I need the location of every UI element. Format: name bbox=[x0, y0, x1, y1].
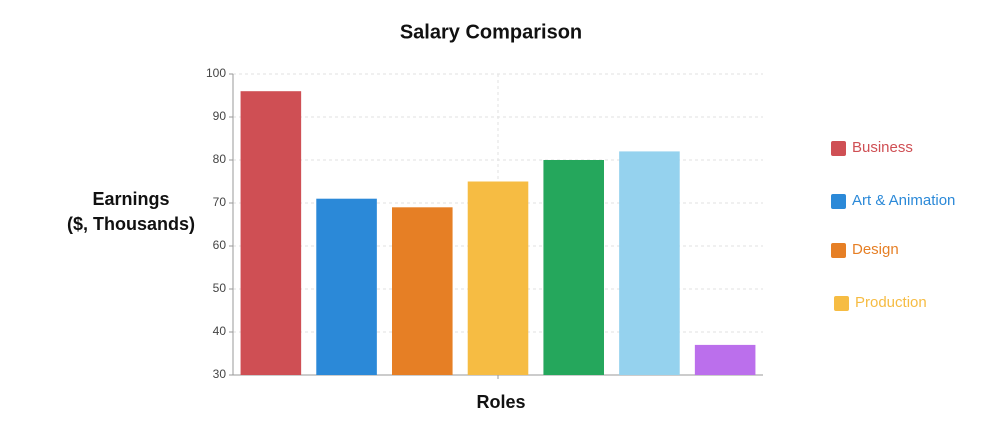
legend-label: Production bbox=[855, 294, 927, 311]
bar bbox=[619, 151, 680, 375]
x-axis-title: Roles bbox=[476, 392, 525, 412]
y-tick-label: 70 bbox=[213, 195, 227, 209]
legend-swatch bbox=[831, 194, 846, 209]
legend-swatch bbox=[831, 243, 846, 258]
chart-title: Salary Comparison bbox=[400, 21, 582, 43]
y-tick-label: 50 bbox=[213, 281, 227, 295]
y-tick-label: 30 bbox=[213, 367, 227, 381]
y-tick-label: 60 bbox=[213, 238, 227, 252]
y-tick-label: 40 bbox=[213, 324, 227, 338]
y-axis-title: ($, Thousands) bbox=[67, 214, 195, 234]
bar bbox=[467, 181, 529, 375]
bar bbox=[694, 344, 756, 375]
bar bbox=[392, 207, 453, 375]
legend-label: Art & Animation bbox=[852, 192, 955, 209]
bar bbox=[543, 160, 604, 375]
y-axis-title: Earnings bbox=[92, 189, 169, 209]
legend-swatch bbox=[834, 296, 849, 311]
bar bbox=[240, 91, 302, 375]
y-tick-label: 80 bbox=[213, 152, 227, 166]
y-tick-label: 90 bbox=[213, 109, 227, 123]
y-tick-label: 100 bbox=[206, 66, 226, 80]
bar bbox=[316, 198, 377, 375]
legend-label: Design bbox=[852, 241, 899, 258]
legend-swatch bbox=[831, 141, 846, 156]
legend-label: Business bbox=[852, 139, 913, 156]
